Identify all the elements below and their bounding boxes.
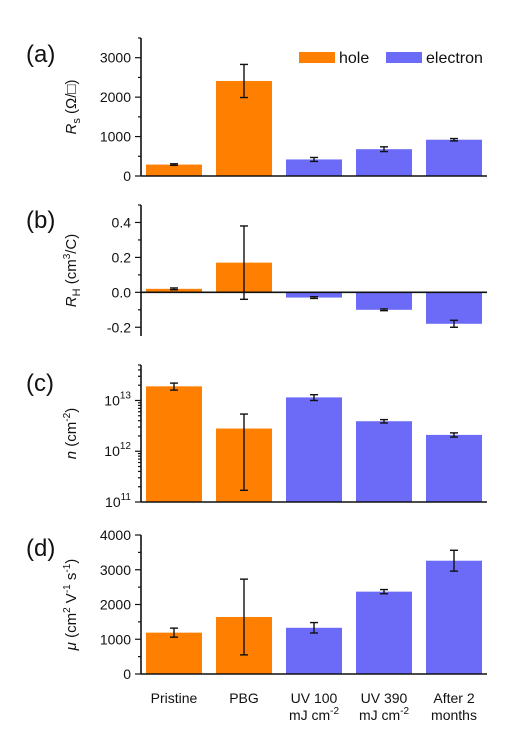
error-bar: [240, 63, 248, 99]
panel-d: (d) 0 1000 2000 3000 4000 μ (cm2 V-1 s-1): [26, 527, 487, 682]
x-category-label: Pristine: [151, 690, 198, 706]
error-bar: [170, 163, 178, 167]
y-tick-label: 0: [123, 666, 131, 682]
x-category-label: PBG: [229, 690, 259, 706]
y-tick-label: 0: [123, 168, 131, 184]
y-tick-label: 1000: [100, 631, 131, 647]
y-tick-label: 3000: [100, 50, 131, 66]
error-bar: [170, 287, 178, 291]
bar-electron: [356, 292, 412, 310]
y-tick-label: 1012: [104, 441, 131, 459]
x-category-label: After 2 months: [431, 690, 477, 723]
error-bar: [170, 627, 178, 638]
chart-panels: (a) 0 1000 2000 3000 Rs (Ω/□) (b) -0.2 0.0 0.2 0.4…: [26, 37, 487, 682]
panel-b: (b) -0.2 0.0 0.2 0.4 RH (cm3/C): [26, 204, 487, 336]
x-category-label: UV 390 mJ cm-2: [359, 690, 410, 723]
legend-label: electron: [426, 50, 483, 67]
bar-electron: [286, 159, 342, 176]
y-tick-label: 4000: [100, 527, 131, 543]
y-axis-label: RH (cm3/C): [62, 234, 83, 308]
legend-label: hole: [339, 50, 369, 67]
error-bar: [310, 621, 318, 634]
error-bar: [240, 578, 248, 656]
error-bar: [380, 146, 388, 153]
bar-hole: [146, 164, 202, 176]
bar-hole: [146, 386, 202, 502]
legend-item-hole: hole: [299, 50, 369, 67]
bar-hole: [146, 288, 202, 293]
legend-swatch: [386, 52, 422, 63]
bar-electron: [286, 292, 342, 298]
bar-electron: [286, 397, 342, 502]
y-tick-label: 0.4: [112, 214, 132, 230]
bar-electron: [426, 560, 482, 674]
legend: hole electron: [299, 50, 483, 67]
bar-electron: [426, 434, 482, 502]
bar-electron: [426, 139, 482, 176]
panel-a: (a) 0 1000 2000 3000 Rs (Ω/□): [26, 37, 487, 184]
error-bar: [380, 418, 388, 424]
y-axis-label: Rs (Ω/□): [63, 80, 83, 135]
error-bar: [310, 156, 318, 163]
y-tick-label: 2000: [100, 89, 131, 105]
error-bar: [450, 319, 458, 328]
category-axis: Pristine PBG UV 100 mJ cm-2 UV 390 mJ cm-2 Aft…: [151, 690, 477, 723]
error-bar: [310, 393, 318, 402]
panel-c: (c) 1011 1012 1013 n (cm-2): [26, 364, 487, 510]
y-axis-label: n (cm-2): [62, 408, 80, 459]
bar-electron: [426, 292, 482, 324]
error-bar: [380, 308, 388, 312]
bar-electron: [356, 149, 412, 176]
y-tick-label: 3000: [100, 562, 131, 578]
y-tick-label: 0.2: [112, 249, 132, 265]
y-axis-label: μ (cm2 V-1 s-1): [62, 559, 80, 652]
y-tick-label: 0.0: [112, 284, 132, 300]
y-tick-label: 1000: [100, 129, 131, 145]
error-bar: [450, 432, 458, 438]
legend-item-electron: electron: [386, 50, 483, 67]
error-bar: [170, 382, 178, 391]
y-tick-label: 1011: [105, 492, 131, 510]
panel-label: (c): [26, 370, 54, 397]
y-tick-label: 2000: [100, 597, 131, 613]
error-bar: [450, 137, 458, 142]
x-category-label: UV 100 mJ cm-2: [289, 690, 340, 723]
panel-label: (a): [26, 41, 55, 68]
error-bar: [450, 549, 458, 572]
bar-hole: [146, 632, 202, 674]
error-bar: [240, 225, 248, 301]
bar-electron: [356, 591, 412, 674]
legend-swatch: [299, 52, 335, 63]
error-bar: [380, 588, 388, 595]
bar-electron: [286, 627, 342, 674]
error-bar: [240, 413, 248, 492]
panel-label: (d): [26, 535, 55, 562]
bar-electron: [356, 421, 412, 502]
panel-label: (b): [26, 207, 55, 234]
error-bar: [310, 296, 318, 300]
y-tick-label: 1013: [104, 390, 131, 408]
y-tick-label: -0.2: [107, 319, 131, 335]
